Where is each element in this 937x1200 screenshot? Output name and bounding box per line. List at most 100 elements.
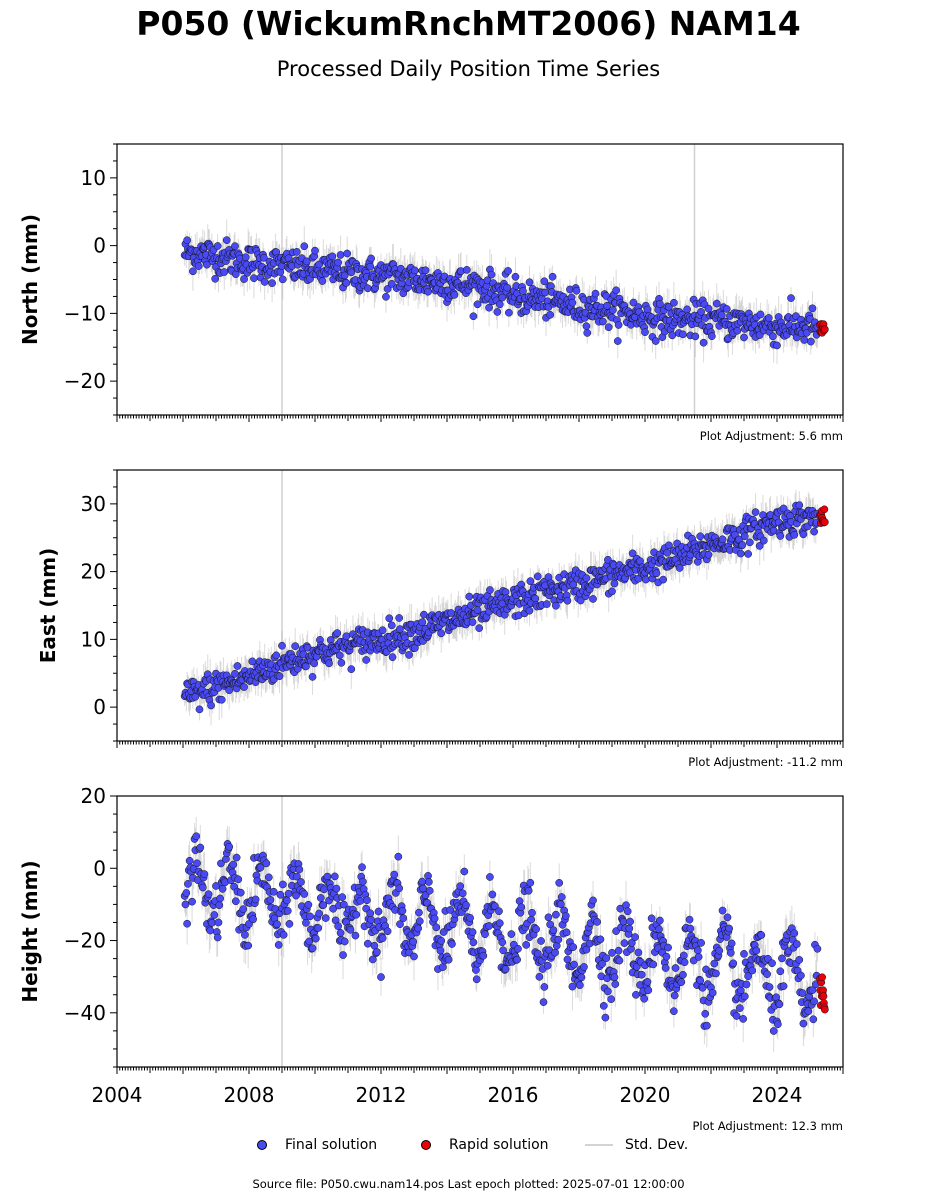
final-solution-point (414, 924, 422, 933)
final-solution-point (203, 260, 211, 269)
final-solution-point (347, 268, 356, 277)
final-solution-point (430, 914, 439, 923)
final-solution-point (546, 310, 554, 319)
final-solution-point (184, 880, 192, 888)
final-solution-point (469, 312, 478, 321)
final-solution-point (659, 575, 668, 584)
final-solution-point (241, 253, 250, 262)
final-solution-point (626, 917, 635, 926)
final-solution-point (504, 267, 512, 275)
final-solution-point (740, 333, 748, 342)
y-tick-label: 0 (93, 695, 106, 719)
final-solution-point (499, 946, 507, 955)
final-solution-point (373, 948, 381, 956)
final-solution-point (308, 673, 317, 681)
final-solution-point (185, 856, 194, 865)
final-solution-point (342, 279, 351, 287)
final-solution-point (722, 305, 731, 313)
final-solution-point (614, 321, 623, 329)
final-solution-point (604, 323, 613, 332)
final-solution-point (447, 609, 455, 617)
final-solution-point (810, 527, 818, 536)
final-solution-point (468, 928, 477, 936)
final-solution-point (599, 317, 607, 326)
final-solution-point (195, 705, 204, 714)
final-solution-point (390, 870, 399, 879)
final-solution-point (652, 569, 661, 578)
final-solution-point (239, 905, 248, 913)
final-solution-point (334, 258, 342, 267)
final-solution-point (232, 853, 241, 862)
final-solution-point (425, 878, 433, 886)
final-solution-point (217, 695, 226, 704)
final-solution-point (759, 536, 768, 545)
final-solution-point (481, 930, 489, 939)
final-solution-point (602, 954, 611, 962)
final-solution-point (421, 266, 430, 275)
chart-subtitle: Processed Daily Position Time Series (276, 57, 661, 81)
final-solution-point (548, 272, 557, 281)
final-solution-point (503, 283, 512, 292)
final-solution-point (366, 909, 375, 918)
final-solution-point (625, 924, 634, 933)
final-solution-point (297, 878, 305, 886)
final-solution-point (486, 586, 494, 594)
final-solution-point (330, 872, 339, 881)
final-solution-point (799, 530, 808, 539)
final-solution-point (382, 292, 390, 301)
final-solution-point (486, 873, 494, 881)
final-solution-point (387, 280, 396, 288)
final-solution-point (736, 549, 745, 558)
final-solution-point (632, 990, 640, 999)
final-solution-point (663, 548, 672, 557)
final-solution-point (399, 914, 408, 923)
final-solution-point (241, 930, 249, 939)
final-solution-point (549, 926, 558, 935)
final-solution-point (568, 982, 577, 991)
final-solution-point (268, 279, 276, 287)
final-solution-point (555, 879, 564, 887)
final-solution-point (539, 998, 548, 1006)
final-solution-point (291, 642, 300, 651)
final-solution-point (395, 884, 403, 893)
final-solution-point (608, 948, 616, 957)
final-solution-point (302, 919, 310, 927)
final-solution-point (537, 937, 545, 945)
final-solution-point (367, 915, 375, 924)
final-solution-point (651, 337, 660, 345)
final-solution-point (599, 1001, 608, 1010)
final-solution-point (472, 975, 481, 984)
final-solution-point (234, 875, 243, 884)
final-solution-point (334, 922, 342, 930)
final-solution-point (527, 915, 536, 924)
final-solution-point (619, 917, 628, 926)
y-tick-label: 30 (81, 492, 106, 516)
final-solution-point (675, 564, 684, 572)
final-solution-point (528, 908, 536, 917)
final-solution-point (554, 935, 563, 944)
final-solution-point (576, 596, 585, 605)
final-solution-point (458, 889, 467, 898)
final-solution-point (544, 913, 553, 922)
final-solution-point (346, 925, 355, 934)
final-solution-point (465, 592, 474, 601)
final-solution-point (773, 341, 781, 350)
final-solution-point (300, 242, 309, 251)
final-solution-point (487, 270, 496, 279)
final-solution-point (589, 595, 597, 603)
final-solution-point (601, 1013, 610, 1022)
final-solution-point (525, 278, 534, 287)
final-solution-point (437, 629, 446, 638)
final-solution-point (572, 286, 581, 295)
final-solution-point (485, 303, 493, 312)
final-solution-point (526, 878, 535, 887)
final-solution-point (244, 941, 253, 950)
final-solution-point (634, 948, 643, 957)
final-solution-point (540, 277, 549, 286)
final-solution-point (363, 896, 371, 905)
final-solution-point (552, 910, 560, 919)
final-solution-point (668, 331, 677, 340)
final-solution-point (192, 832, 201, 841)
final-solution-point (466, 914, 474, 922)
